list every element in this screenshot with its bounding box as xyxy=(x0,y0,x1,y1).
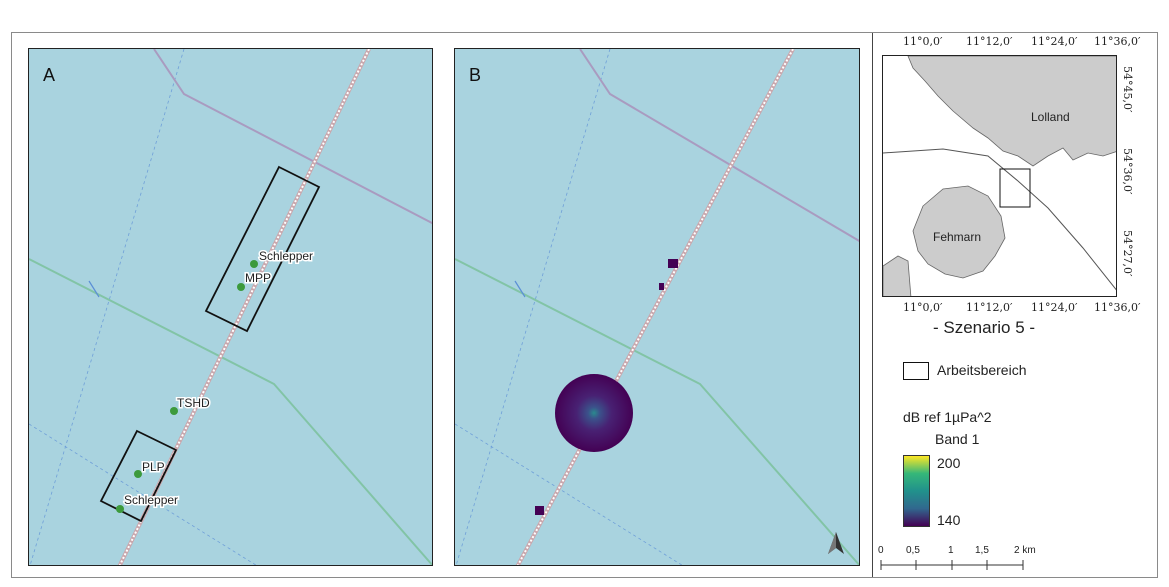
land-lolland xyxy=(907,56,1116,167)
cable-route xyxy=(516,49,794,565)
inset-top-tick-2: 11°12,0′ xyxy=(966,35,1013,48)
noise-footprint-small-3 xyxy=(535,506,544,515)
panel-divider xyxy=(872,33,873,577)
label-mpp: MPP xyxy=(245,271,271,285)
map-panel-b: B xyxy=(454,48,860,566)
north-arrow-shade xyxy=(828,532,836,554)
work-area-top xyxy=(204,165,321,333)
map-a-canvas: Schlepper MPP TSHD PLP Schlepper xyxy=(29,49,432,565)
label-schlepper-bottom: Schlepper xyxy=(124,493,178,507)
purple-boundary-line xyxy=(579,49,859,242)
inset-overview-map: Lolland Fehmarn xyxy=(882,55,1117,297)
dashed-boundary-line xyxy=(455,49,611,565)
vessel-marker-tshd xyxy=(170,407,178,415)
legend-work-area-label: Arbeitsbereich xyxy=(937,362,1027,378)
legend-color-ramp xyxy=(903,455,930,527)
dashed-boundary-line-2 xyxy=(455,423,683,565)
panel-a-letter: A xyxy=(43,65,56,85)
legend-band-label: Band 1 xyxy=(935,431,980,447)
inset-bottom-tick-4: 11°36,0′ xyxy=(1094,301,1141,314)
small-mark xyxy=(514,280,526,298)
inset-right-tick-2: 54°36,0′ xyxy=(1121,148,1134,195)
scenario-title: - Szenario 5 - xyxy=(933,318,1036,337)
legend-work-area-swatch xyxy=(903,362,929,380)
scalebar-tick-05: 0,5 xyxy=(906,545,920,556)
inset-bottom-tick-1: 11°0,0′ xyxy=(903,301,943,314)
small-mark xyxy=(88,280,100,298)
label-plp: PLP xyxy=(142,460,165,474)
inset-canvas: Lolland Fehmarn xyxy=(883,56,1116,296)
work-area-bottom xyxy=(99,429,178,523)
legend-unit-label: dB ref 1µPa^2 xyxy=(903,409,992,425)
scalebar-tick-15: 1,5 xyxy=(975,545,989,556)
dashed-boundary-line xyxy=(29,49,185,565)
vessel-marker-schlepper-bottom xyxy=(116,505,124,513)
inset-focus-box xyxy=(999,168,1031,208)
land-fehmarn xyxy=(912,185,1006,279)
inset-top-tick-4: 11°36,0′ xyxy=(1094,35,1141,48)
label-tshd: TSHD xyxy=(177,396,210,410)
label-lolland: Lolland xyxy=(1031,110,1070,124)
inset-right-tick-1: 54°45,0′ xyxy=(1121,66,1134,113)
scalebar-tick-2km: 2 km xyxy=(1014,545,1036,556)
noise-footprint-large xyxy=(555,374,633,452)
green-boundary-line xyxy=(29,258,432,565)
green-boundary-line xyxy=(455,258,859,565)
scalebar-tick-1: 1 xyxy=(948,545,954,556)
inset-top-tick-1: 11°0,0′ xyxy=(903,35,943,48)
noise-footprint-small-2 xyxy=(659,283,664,290)
figure-frame xyxy=(11,32,1158,578)
label-schlepper-top: Schlepper xyxy=(259,249,313,263)
vessel-marker-mpp xyxy=(237,283,245,291)
inset-right-tick-3: 54°27,0′ xyxy=(1121,230,1134,277)
legend-max-value: 200 xyxy=(937,455,961,471)
vessel-marker-schlepper-top xyxy=(250,260,258,268)
label-fehmarn: Fehmarn xyxy=(933,230,981,244)
map-panel-a: Schlepper MPP TSHD PLP Schlepper A xyxy=(28,48,433,566)
noise-footprint-small-1 xyxy=(668,259,678,268)
land-mainland xyxy=(883,255,912,296)
legend-min-value: 140 xyxy=(937,512,961,528)
inset-top-tick-3: 11°24,0′ xyxy=(1031,35,1078,48)
inset-route-line xyxy=(883,148,1116,291)
map-b-canvas xyxy=(455,49,859,565)
scalebar-tick-0: 0 xyxy=(878,545,884,556)
panel-b-letter: B xyxy=(469,65,482,85)
inset-bottom-tick-2: 11°12,0′ xyxy=(966,301,1013,314)
scalebar xyxy=(880,560,1024,570)
purple-boundary-line xyxy=(153,49,432,225)
vessel-marker-plp xyxy=(134,470,142,478)
inset-bottom-tick-3: 11°24,0′ xyxy=(1031,301,1078,314)
